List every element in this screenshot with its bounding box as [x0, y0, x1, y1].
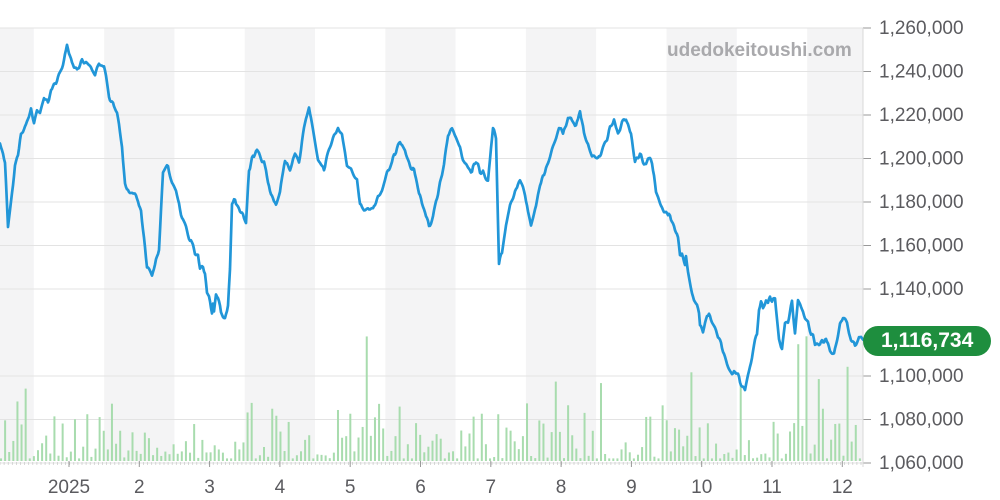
svg-text:2: 2 — [134, 477, 145, 498]
svg-text:1,160,000: 1,160,000 — [879, 236, 964, 257]
svg-text:6: 6 — [415, 477, 426, 498]
svg-text:1,240,000: 1,240,000 — [879, 62, 964, 83]
svg-text:1,220,000: 1,220,000 — [879, 105, 964, 126]
svg-text:11: 11 — [762, 477, 782, 498]
svg-text:5: 5 — [345, 477, 356, 498]
svg-text:8: 8 — [556, 477, 567, 498]
svg-text:1,060,000: 1,060,000 — [879, 453, 964, 474]
svg-text:1,080,000: 1,080,000 — [879, 410, 964, 431]
svg-text:1,200,000: 1,200,000 — [879, 149, 964, 170]
svg-text:3: 3 — [204, 477, 215, 498]
svg-text:12: 12 — [832, 477, 853, 498]
svg-text:9: 9 — [626, 477, 637, 498]
svg-text:1,180,000: 1,180,000 — [879, 192, 964, 213]
svg-text:4: 4 — [275, 477, 286, 498]
svg-text:7: 7 — [486, 477, 497, 498]
svg-text:1,140,000: 1,140,000 — [879, 279, 964, 300]
svg-text:10: 10 — [691, 477, 712, 498]
svg-text:2025: 2025 — [48, 477, 90, 498]
svg-text:1,260,000: 1,260,000 — [879, 18, 964, 39]
svg-text:1,100,000: 1,100,000 — [879, 366, 964, 387]
